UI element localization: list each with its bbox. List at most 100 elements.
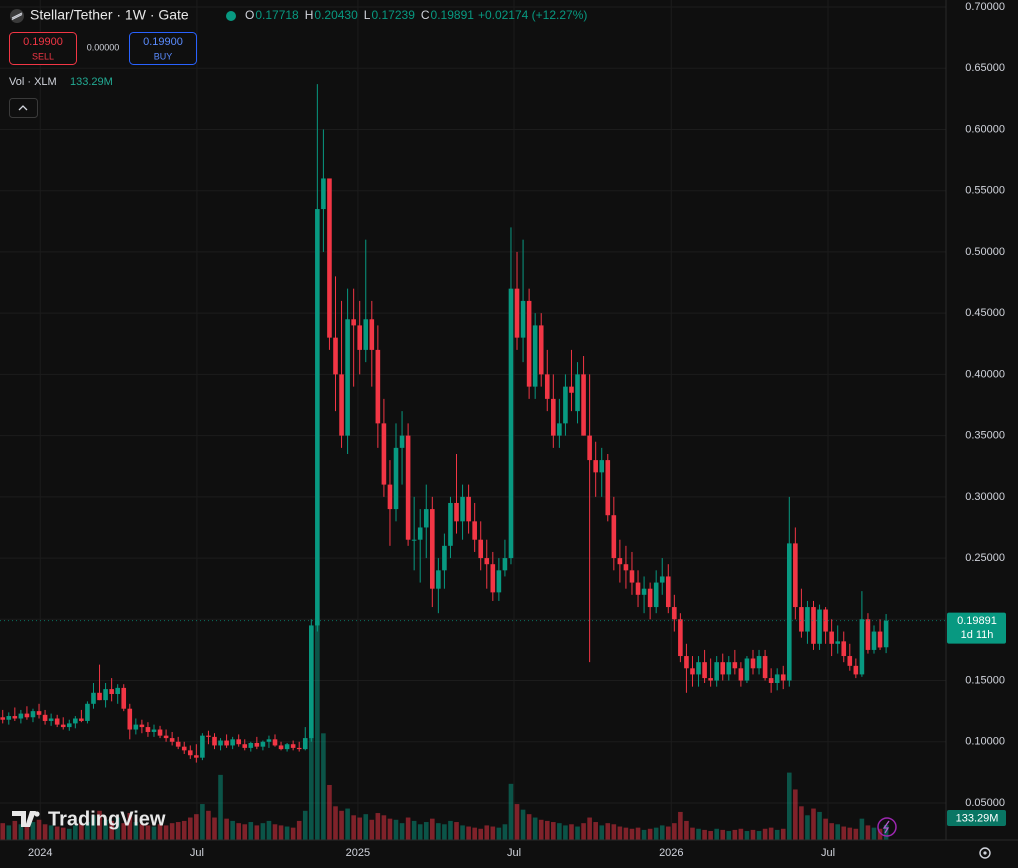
candle-body (684, 656, 689, 669)
volume-bar (774, 829, 780, 840)
x-tick-label: Jul (507, 847, 521, 859)
buy-label[interactable]: BUY (154, 51, 173, 61)
volume-bar (551, 822, 556, 840)
volume-bar (218, 774, 223, 840)
volume-bar (563, 825, 568, 840)
candle-body (690, 668, 695, 675)
candle-body (381, 423, 387, 485)
sell-label[interactable]: SELL (32, 51, 54, 61)
volume-bar (659, 825, 665, 840)
candle-body (544, 374, 550, 399)
ohlc-value: 0.17718 (255, 8, 299, 22)
volume-bar (363, 814, 369, 840)
volume-bar (593, 822, 598, 840)
candle-body (175, 741, 181, 747)
candle-body (768, 678, 774, 683)
candle-body (502, 558, 508, 571)
candle-body (345, 319, 350, 436)
candle-body (508, 288, 514, 559)
volume-bar (817, 811, 822, 840)
volume-bar (12, 820, 18, 840)
volume-bar (345, 808, 350, 840)
candle-body (823, 609, 828, 632)
candle-body (79, 718, 84, 721)
y-tick-label: 0.65000 (965, 62, 1005, 74)
sell-price[interactable]: 0.19900 (23, 36, 63, 48)
candle-body (799, 607, 804, 632)
volume-bar (139, 824, 145, 840)
volume-bar (206, 810, 211, 840)
volume-bar (36, 819, 42, 840)
volume-bar (611, 824, 617, 840)
volume-bar (266, 820, 272, 840)
volume-bar (647, 828, 653, 840)
candle-body (66, 723, 72, 728)
ohlc-value: 0.17239 (371, 8, 415, 22)
buy-price[interactable]: 0.19900 (143, 36, 183, 48)
volume-bar (73, 825, 78, 840)
candle-body (557, 423, 562, 436)
volume-bar (181, 820, 187, 840)
settings-icon (983, 851, 987, 855)
volume-bar (762, 828, 768, 840)
candle-body (296, 747, 302, 750)
x-tick-label: 2026 (659, 847, 683, 859)
volume-bar (200, 804, 205, 840)
y-tick-label: 0.30000 (965, 491, 1005, 503)
volume-bar (54, 826, 60, 840)
volume-bar (502, 824, 508, 840)
volume-bar (248, 822, 254, 840)
candle-body (236, 739, 241, 745)
volume-bar (254, 825, 260, 840)
volume-bar (302, 810, 308, 840)
volume-bar (678, 811, 683, 840)
candle-body (169, 738, 175, 742)
candle-body (460, 496, 465, 522)
candle-body (659, 576, 665, 583)
volume-bar (623, 827, 629, 840)
candle-body (423, 509, 429, 528)
candle-body (163, 735, 169, 739)
collapse-button[interactable] (9, 98, 38, 118)
sell-button[interactable] (9, 32, 77, 65)
volume-bar (387, 818, 393, 840)
volume-bar (194, 814, 199, 840)
buy-button[interactable] (129, 32, 197, 65)
volume-bar (6, 825, 12, 840)
ohlc-key: C (421, 8, 430, 22)
volume-bar (835, 824, 840, 840)
candle-body (653, 582, 659, 608)
symbol-title[interactable]: Stellar/Tether · 1W · Gate (30, 7, 189, 23)
market-status[interactable] (226, 11, 236, 21)
candle-body (593, 460, 598, 473)
candle-body (629, 570, 635, 583)
candle-body (696, 662, 701, 675)
volume-bar (357, 817, 363, 840)
candles (0, 84, 889, 763)
alert-button[interactable] (877, 817, 897, 837)
brand[interactable]: TradingView (48, 808, 166, 830)
volume-bar (520, 809, 526, 840)
candle-body (212, 736, 217, 746)
candle-body (617, 558, 623, 565)
volume-bar (381, 815, 387, 840)
candle-body (357, 325, 363, 350)
brand-logo[interactable] (12, 811, 36, 827)
candle-body (623, 564, 629, 571)
candle-body (321, 178, 326, 210)
volume-bar (127, 813, 133, 840)
volume-bar (599, 825, 605, 840)
volume-bar (405, 817, 411, 840)
settings-button[interactable] (979, 847, 991, 859)
candle-body (302, 738, 308, 750)
volume-bar (484, 825, 490, 840)
last-price-label: 0.19891 (957, 615, 997, 627)
volume-bar (333, 806, 338, 840)
candle-body (472, 521, 477, 540)
candle-body (200, 735, 205, 758)
volume-bar (768, 827, 774, 840)
candle-body (121, 687, 127, 709)
symbol-icon-glyph (11, 12, 23, 21)
candle-body (133, 724, 139, 730)
